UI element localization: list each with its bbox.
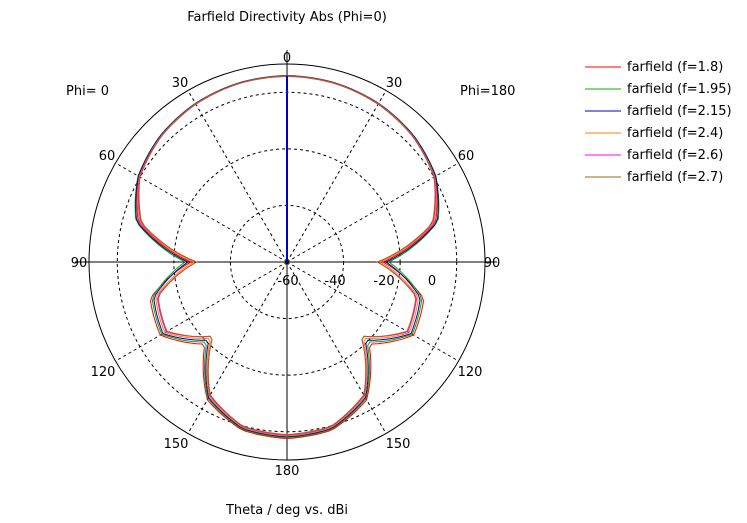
chart-title: Farfield Directivity Abs (Phi=0) (187, 10, 387, 25)
radial-tick-label: 0 (428, 274, 436, 289)
series-line (136, 75, 438, 440)
x-axis-label: Theta / deg vs. dBi (225, 503, 348, 518)
angle-label-30-right: 30 (386, 76, 403, 91)
phi-right-label: Phi=180 (460, 84, 515, 99)
legend-entry: farfield (f=1.8) (627, 60, 723, 75)
angle-label-90-right: 90 (484, 256, 501, 271)
radial-tick-label: -60 (277, 274, 298, 289)
legend-entry: farfield (f=2.7) (627, 170, 723, 185)
grid-spoke (286, 90, 387, 263)
legend-entry: farfield (f=2.6) (627, 148, 723, 163)
angle-label-180: 180 (275, 464, 300, 479)
grid-spoke (286, 261, 459, 362)
grid-spoke (115, 162, 288, 263)
phi-left-label: Phi= 0 (66, 84, 109, 99)
angle-label-120-right: 120 (458, 365, 483, 380)
series-line (135, 75, 439, 438)
legend-entry: farfield (f=2.15) (627, 104, 732, 119)
angle-label-150-right: 150 (386, 437, 411, 452)
grid-spoke (187, 90, 288, 263)
legend-entry: farfield (f=1.95) (627, 82, 732, 97)
grid-spoke (286, 162, 459, 263)
angle-label-150-left: 150 (164, 437, 189, 452)
grid-spoke (115, 261, 288, 362)
angle-label-60-right: 60 (458, 149, 475, 164)
angle-label-30-left: 30 (172, 76, 189, 91)
angle-label-120-left: 120 (91, 365, 116, 380)
series-layer (134, 75, 440, 440)
series-line (138, 75, 436, 436)
legend-entry: farfield (f=2.4) (627, 126, 723, 141)
angle-label-60-left: 60 (99, 149, 116, 164)
angle-label-0: 0 (283, 51, 291, 66)
radial-tick-label: -20 (373, 274, 394, 289)
radial-tick-label: -40 (324, 274, 345, 289)
grid-spoke (187, 261, 288, 434)
series-line (137, 75, 437, 437)
angle-label-90-left: 90 (71, 256, 88, 271)
legend: farfield (f=1.8) farfield (f=1.95) farfi… (585, 60, 732, 185)
grid-spoke (286, 261, 387, 434)
